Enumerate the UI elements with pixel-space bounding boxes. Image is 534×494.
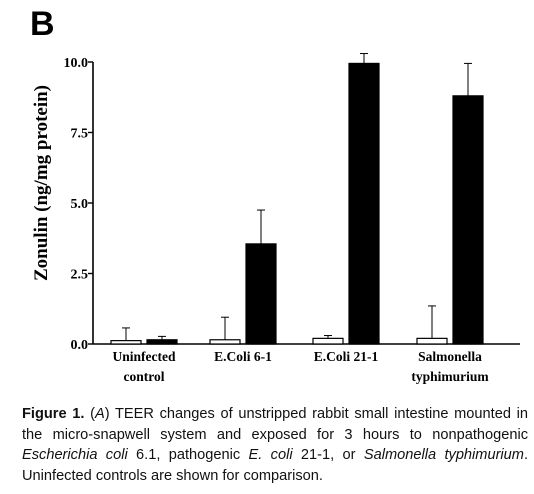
bar-filled xyxy=(348,62,380,345)
chart: 0.0 2.5 5.0 7.5 10.0 Zonulin (ng/mg protein) U… xyxy=(31,53,520,384)
x-category-label: Uninfected xyxy=(113,349,176,364)
bar-open xyxy=(110,340,142,345)
caption-segment: 21-1, or xyxy=(292,447,364,463)
panel-label: B xyxy=(30,5,55,43)
x-category-label: typhimurium xyxy=(411,369,489,384)
caption-segment: 6.1, pathogenic xyxy=(127,447,249,463)
caption-segment: A xyxy=(95,406,105,422)
y-tick-label: 2.5 xyxy=(71,268,89,283)
y-tick-label: 10.0 xyxy=(64,56,89,71)
figure-caption: Figure 1. (A) TEER changes of unstripped… xyxy=(22,404,528,486)
bar-open xyxy=(312,337,344,345)
bar-filled xyxy=(245,243,277,345)
caption-segment: . Uninfected controls are shown for comp… xyxy=(22,447,529,484)
bar-filled xyxy=(146,339,178,345)
x-category-label: control xyxy=(124,369,165,384)
caption-segment: ( xyxy=(84,406,95,422)
caption-text: (A) TEER changes of unstripped rabbit sm… xyxy=(22,406,528,484)
bar-filled xyxy=(452,95,484,345)
caption-label: Figure 1. xyxy=(22,406,85,422)
x-category-label: E.Coli 6-1 xyxy=(214,349,272,364)
caption-segment: ) TEER changes of unstripped rabbit smal… xyxy=(22,406,528,443)
x-category-label: E.Coli 21-1 xyxy=(314,349,379,364)
x-category-label: Salmonella xyxy=(418,349,482,364)
bar-open xyxy=(209,339,241,345)
caption-segment: Salmonella typhimurium xyxy=(363,447,524,463)
caption-segment: E. coli xyxy=(248,447,293,463)
y-tick-label: 5.0 xyxy=(71,197,89,212)
caption-segment: Escherichia coli xyxy=(22,447,128,463)
y-axis-label: Zonulin (ng/mg protein) xyxy=(31,85,52,281)
y-tick-label: 0.0 xyxy=(71,338,89,353)
y-tick-label: 7.5 xyxy=(71,127,89,142)
bar-open xyxy=(416,337,448,345)
